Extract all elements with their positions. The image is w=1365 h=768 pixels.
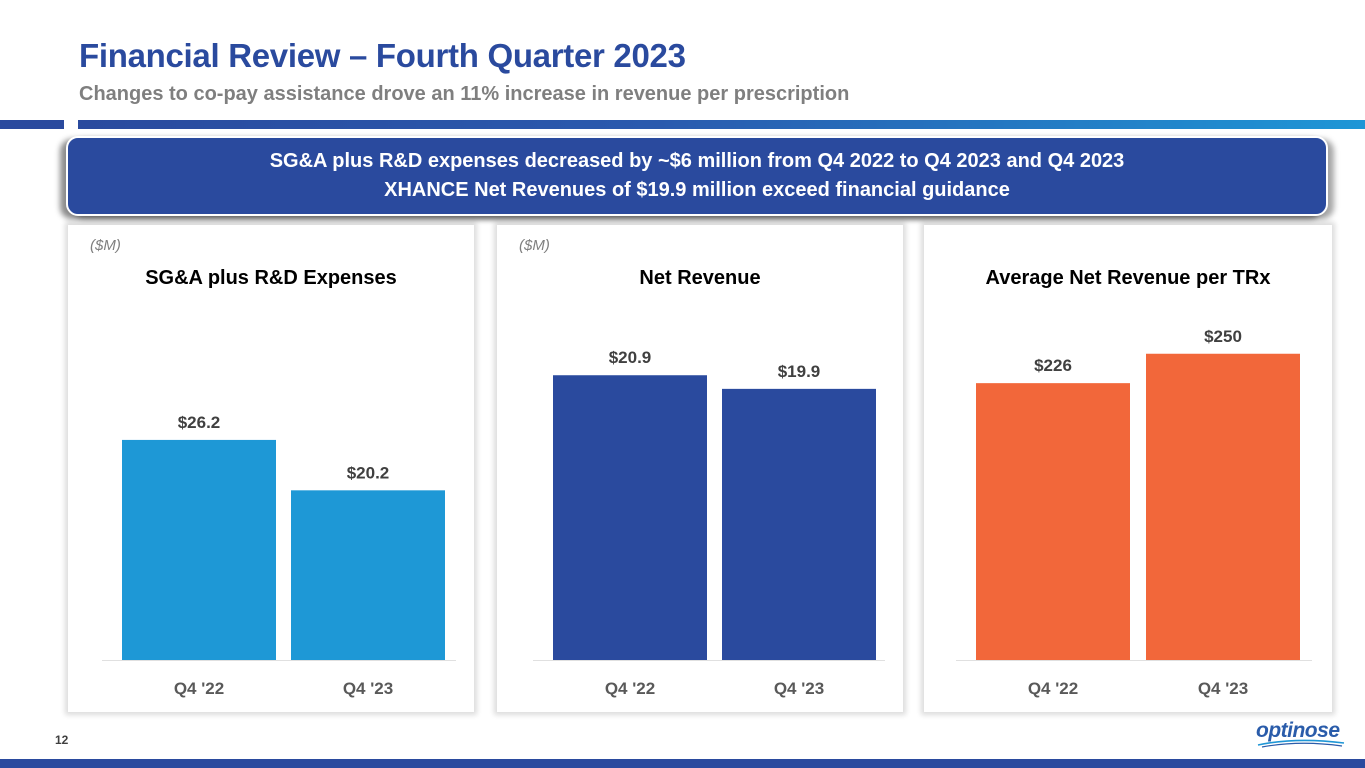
- chart-title: Average Net Revenue per TRx: [985, 267, 1271, 289]
- chart-panel-net-revenue: ($M) Net Revenue $20.9 Q4 '22 $19.9 Q4 '23: [497, 225, 903, 712]
- data-label: $19.9: [778, 362, 821, 381]
- data-label: $20.2: [347, 463, 390, 482]
- bar-chart-sga-rd: $26.2 Q4 '22 $20.2 Q4 '23: [102, 413, 456, 698]
- footer-bar: [0, 759, 1365, 768]
- bar-chart-net-revenue: $20.9 Q4 '22 $19.9 Q4 '23: [533, 348, 885, 698]
- header-rule-left: [0, 120, 64, 129]
- page-number: 12: [55, 733, 69, 747]
- bar-q4-22: [122, 439, 276, 660]
- key-message-callout: SG&A plus R&D expenses decreased by ~$6 …: [66, 136, 1328, 216]
- callout-line-1: SG&A plus R&D expenses decreased by ~$6 …: [269, 150, 1125, 172]
- data-label: $26.2: [178, 413, 221, 432]
- category-label: Q4 '23: [774, 679, 824, 698]
- slide-title: Financial Review – Fourth Quarter 2023: [79, 37, 686, 74]
- category-label: Q4 '22: [605, 679, 655, 698]
- optinose-logo: optinose: [1256, 719, 1346, 749]
- category-label: Q4 '23: [1198, 679, 1248, 698]
- data-label: $226: [1034, 356, 1072, 375]
- unit-label: ($M): [90, 237, 121, 254]
- bar-q4-23: [722, 388, 876, 660]
- chart-title: SG&A plus R&D Expenses: [145, 267, 397, 289]
- data-label: $250: [1204, 327, 1242, 346]
- category-label: Q4 '22: [174, 679, 224, 698]
- header-rule-gradient: [78, 120, 1365, 129]
- logo-wordmark: optinose: [1256, 719, 1340, 742]
- category-label: Q4 '23: [343, 679, 393, 698]
- category-label: Q4 '22: [1028, 679, 1078, 698]
- bar-q4-22: [553, 375, 707, 660]
- callout-line-2: XHANCE Net Revenues of $19.9 million exc…: [384, 179, 1010, 201]
- bar-chart-revenue-per-trx: $226 Q4 '22 $250 Q4 '23: [956, 327, 1312, 698]
- chart-panel-sga-rd: ($M) SG&A plus R&D Expenses $26.2 Q4 '22 $…: [68, 225, 474, 712]
- bar-q4-22: [976, 383, 1130, 660]
- data-label: $20.9: [609, 348, 652, 367]
- bar-q4-23: [1146, 353, 1300, 660]
- chart-title: Net Revenue: [639, 267, 761, 289]
- chart-panel-revenue-per-trx: Average Net Revenue per TRx $226 Q4 '22 $2…: [924, 225, 1332, 712]
- bar-q4-23: [291, 490, 445, 660]
- slide-subtitle: Changes to co-pay assistance drove an 11…: [79, 83, 850, 105]
- logo-swoosh-icon: [1257, 739, 1345, 748]
- unit-label: ($M): [519, 237, 550, 254]
